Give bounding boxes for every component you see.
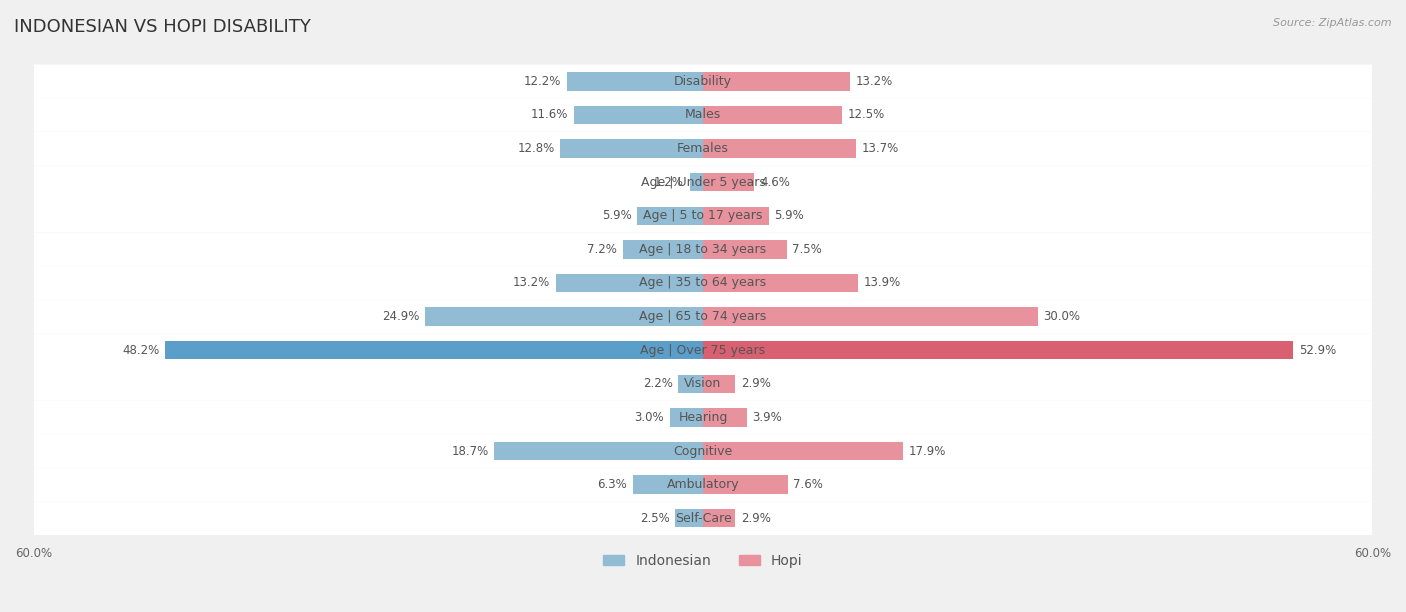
Text: 13.2%: 13.2% <box>856 75 893 88</box>
Text: Source: ZipAtlas.com: Source: ZipAtlas.com <box>1274 18 1392 28</box>
Bar <box>689 173 703 192</box>
Bar <box>703 106 842 124</box>
Text: 7.6%: 7.6% <box>793 478 824 491</box>
FancyBboxPatch shape <box>34 165 1372 199</box>
Text: 3.0%: 3.0% <box>634 411 664 424</box>
Text: 3.9%: 3.9% <box>752 411 782 424</box>
Text: Disability: Disability <box>673 75 733 88</box>
Bar <box>574 106 703 124</box>
Bar <box>669 408 703 427</box>
Bar <box>675 509 703 528</box>
FancyBboxPatch shape <box>34 468 1372 501</box>
Text: 2.5%: 2.5% <box>640 512 669 524</box>
FancyBboxPatch shape <box>34 233 1372 266</box>
FancyBboxPatch shape <box>34 64 1372 98</box>
Bar <box>703 274 858 293</box>
Bar <box>703 173 755 192</box>
Text: Hearing: Hearing <box>678 411 728 424</box>
Text: Age | 65 to 74 years: Age | 65 to 74 years <box>640 310 766 323</box>
Text: 13.2%: 13.2% <box>513 277 550 289</box>
Text: Age | Over 75 years: Age | Over 75 years <box>641 344 765 357</box>
FancyBboxPatch shape <box>34 266 1372 300</box>
Text: 18.7%: 18.7% <box>451 444 489 458</box>
Text: 5.9%: 5.9% <box>602 209 631 222</box>
Text: 7.2%: 7.2% <box>588 243 617 256</box>
Text: 17.9%: 17.9% <box>908 444 946 458</box>
Text: 7.5%: 7.5% <box>792 243 823 256</box>
Text: Males: Males <box>685 108 721 121</box>
Text: Vision: Vision <box>685 378 721 390</box>
Bar <box>425 307 703 326</box>
Bar <box>495 442 703 460</box>
Text: 12.5%: 12.5% <box>848 108 886 121</box>
Bar <box>703 408 747 427</box>
Bar <box>679 375 703 393</box>
FancyBboxPatch shape <box>34 401 1372 435</box>
Legend: Indonesian, Hopi: Indonesian, Hopi <box>598 548 808 573</box>
Text: 2.9%: 2.9% <box>741 378 770 390</box>
Text: 5.9%: 5.9% <box>775 209 804 222</box>
Bar <box>703 442 903 460</box>
FancyBboxPatch shape <box>34 199 1372 233</box>
Text: 24.9%: 24.9% <box>382 310 419 323</box>
Bar <box>703 307 1038 326</box>
Bar <box>703 476 787 494</box>
Text: INDONESIAN VS HOPI DISABILITY: INDONESIAN VS HOPI DISABILITY <box>14 18 311 36</box>
FancyBboxPatch shape <box>34 300 1372 334</box>
Text: Age | 5 to 17 years: Age | 5 to 17 years <box>644 209 762 222</box>
FancyBboxPatch shape <box>34 435 1372 468</box>
Text: 30.0%: 30.0% <box>1043 310 1080 323</box>
Text: 13.7%: 13.7% <box>862 142 898 155</box>
Text: Age | Under 5 years: Age | Under 5 years <box>641 176 765 188</box>
FancyBboxPatch shape <box>34 334 1372 367</box>
Text: Age | 35 to 64 years: Age | 35 to 64 years <box>640 277 766 289</box>
FancyBboxPatch shape <box>34 367 1372 401</box>
Text: 48.2%: 48.2% <box>122 344 160 357</box>
Bar <box>560 140 703 158</box>
Bar <box>703 375 735 393</box>
Text: 2.9%: 2.9% <box>741 512 770 524</box>
Bar <box>567 72 703 91</box>
Text: 1.2%: 1.2% <box>654 176 685 188</box>
Text: 6.3%: 6.3% <box>598 478 627 491</box>
Bar <box>637 206 703 225</box>
Text: 13.9%: 13.9% <box>863 277 901 289</box>
FancyBboxPatch shape <box>34 501 1372 535</box>
Text: 12.8%: 12.8% <box>517 142 554 155</box>
Text: Cognitive: Cognitive <box>673 444 733 458</box>
Text: Age | 18 to 34 years: Age | 18 to 34 years <box>640 243 766 256</box>
Bar <box>703 72 851 91</box>
Text: Females: Females <box>678 142 728 155</box>
Text: 11.6%: 11.6% <box>530 108 568 121</box>
Bar <box>166 341 703 359</box>
Bar <box>703 140 856 158</box>
Bar <box>623 240 703 259</box>
Text: Self-Care: Self-Care <box>675 512 731 524</box>
Bar <box>555 274 703 293</box>
Text: 12.2%: 12.2% <box>524 75 561 88</box>
Bar <box>703 240 787 259</box>
Text: 2.2%: 2.2% <box>643 378 673 390</box>
Text: 4.6%: 4.6% <box>759 176 790 188</box>
Bar <box>703 206 769 225</box>
FancyBboxPatch shape <box>34 98 1372 132</box>
Bar <box>633 476 703 494</box>
Text: Ambulatory: Ambulatory <box>666 478 740 491</box>
Bar <box>703 341 1294 359</box>
Text: 52.9%: 52.9% <box>1299 344 1336 357</box>
FancyBboxPatch shape <box>34 132 1372 165</box>
Bar <box>703 509 735 528</box>
